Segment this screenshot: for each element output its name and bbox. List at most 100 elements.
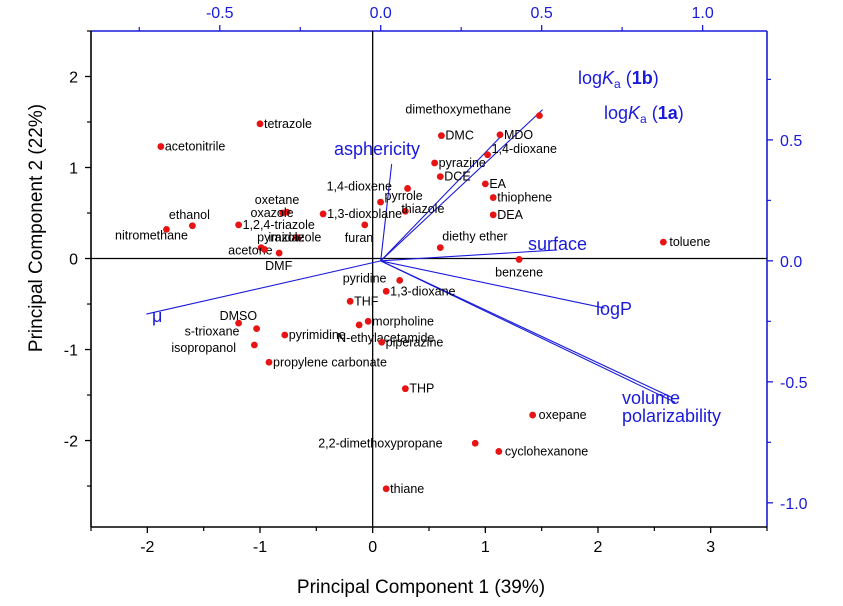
loading-label: asphericity — [334, 139, 420, 159]
data-point — [436, 244, 444, 252]
data-point — [261, 246, 268, 253]
y-tick-label: -1 — [64, 343, 78, 360]
point-label: 1,4-dioxene — [327, 179, 392, 193]
data-point — [489, 194, 497, 201]
point-label: thiazole — [401, 202, 444, 216]
point-label: DMF — [265, 259, 292, 273]
x-tick-label: 2 — [594, 539, 603, 556]
y-axis-title: Principal Component 2 (22%) — [26, 104, 47, 352]
point-label: toluene — [669, 235, 710, 249]
top-tick-label: -0.5 — [206, 5, 234, 22]
point-label: acetonitrile — [165, 140, 225, 154]
loading-label: logKa (1a) — [604, 103, 684, 126]
point-label: pyrrole — [385, 189, 423, 203]
point-label: dimethoxymethane — [405, 103, 511, 117]
data-point — [437, 132, 445, 140]
data-point — [235, 221, 242, 229]
y-tick-label: 1 — [69, 161, 78, 178]
x-tick-label: -1 — [253, 539, 267, 556]
point-label: oxetane — [255, 193, 300, 207]
point-label: thiophene — [497, 191, 552, 205]
data-point — [489, 211, 497, 219]
data-point — [346, 297, 354, 305]
x-tick-label: -2 — [140, 539, 154, 556]
loading-vector — [380, 260, 676, 403]
point-label: DMSO — [220, 309, 258, 323]
loading-label: polarizability — [622, 406, 721, 426]
data-point — [481, 180, 489, 188]
point-label: propylene carbonate — [273, 355, 387, 369]
loading-vector — [380, 249, 558, 262]
point-label: s-trioxane — [185, 325, 240, 339]
point-label: isopropanol — [171, 341, 236, 355]
point-label: DCE — [444, 170, 470, 184]
data-point — [281, 331, 289, 339]
data-point — [436, 173, 444, 181]
data-point — [163, 226, 170, 233]
data-point — [515, 256, 523, 263]
point-label: DEA — [497, 208, 523, 222]
point-label: thiane — [390, 482, 424, 496]
loading-vector — [380, 164, 393, 261]
right-tick-label: 0.0 — [780, 254, 802, 271]
data-point — [659, 238, 667, 246]
loading-vector — [146, 260, 381, 315]
loading-label: logKa (1b) — [578, 68, 659, 91]
point-label: ethanol — [169, 208, 210, 222]
axis-ticks: -2 -1 0 1 2 3 -2 -1 0 1 2 -0.5 0.0 0.5 1.0 -1.0 -0.5 0.0 0… — [64, 5, 808, 556]
data-point — [319, 210, 327, 218]
point-label: imidazole — [269, 230, 322, 244]
score-points: tetrazole acetonitrile ethanol nitromethane… — [115, 103, 710, 496]
loading-vector — [380, 137, 501, 262]
data-point — [378, 338, 386, 346]
point-label: piperazine — [386, 335, 444, 349]
point-label: diethy ether — [442, 230, 507, 244]
right-tick-label: -1.0 — [780, 496, 808, 513]
point-label: morpholine — [372, 314, 434, 328]
data-point — [250, 341, 258, 349]
point-label: oxepane — [539, 408, 587, 422]
point-label: EA — [489, 177, 506, 191]
y-tick-label: 2 — [69, 70, 78, 87]
top-tick-label: 1.0 — [691, 5, 713, 22]
x-tick-label: 3 — [706, 539, 715, 556]
point-label: pyrazine — [439, 156, 486, 170]
right-tick-label: -0.5 — [780, 375, 808, 392]
point-label: nitromethane — [115, 228, 188, 242]
data-point — [275, 249, 283, 257]
point-label: 1,2,4-triazole — [243, 218, 315, 232]
data-point — [265, 358, 273, 366]
top-tick-label: 0.0 — [370, 5, 392, 22]
point-label: 2,2-dimethoxypropane — [318, 436, 442, 450]
data-point — [157, 143, 165, 150]
data-point — [484, 151, 491, 159]
data-point — [536, 112, 543, 120]
point-label: pyrazole — [257, 231, 304, 245]
data-point — [495, 448, 503, 455]
right-tick-label: 0.5 — [780, 133, 802, 150]
data-point — [496, 131, 504, 139]
point-label: 1,4-dioxane — [492, 142, 557, 156]
point-label: THF — [354, 294, 379, 308]
loading-label: volume — [622, 388, 680, 408]
data-point — [404, 185, 411, 192]
data-point — [279, 209, 286, 217]
loading-label: surface — [528, 234, 587, 254]
data-point — [431, 159, 439, 167]
point-label: 1,3-dioxolane — [327, 207, 402, 221]
data-point — [401, 385, 409, 393]
data-point — [235, 319, 242, 327]
zero-lines — [91, 31, 767, 527]
x-tick-label: 1 — [481, 539, 490, 556]
x-tick-label: 0 — [368, 539, 377, 556]
data-point — [471, 439, 479, 447]
point-label: MDO — [504, 128, 533, 142]
data-point — [364, 317, 372, 325]
point-label: N-ethylacetamide — [337, 331, 434, 345]
loading-vector — [380, 109, 544, 262]
data-point — [361, 221, 369, 229]
data-point — [355, 321, 363, 329]
point-label: oxazole — [251, 206, 294, 220]
top-tick-label: 0.5 — [531, 5, 553, 22]
